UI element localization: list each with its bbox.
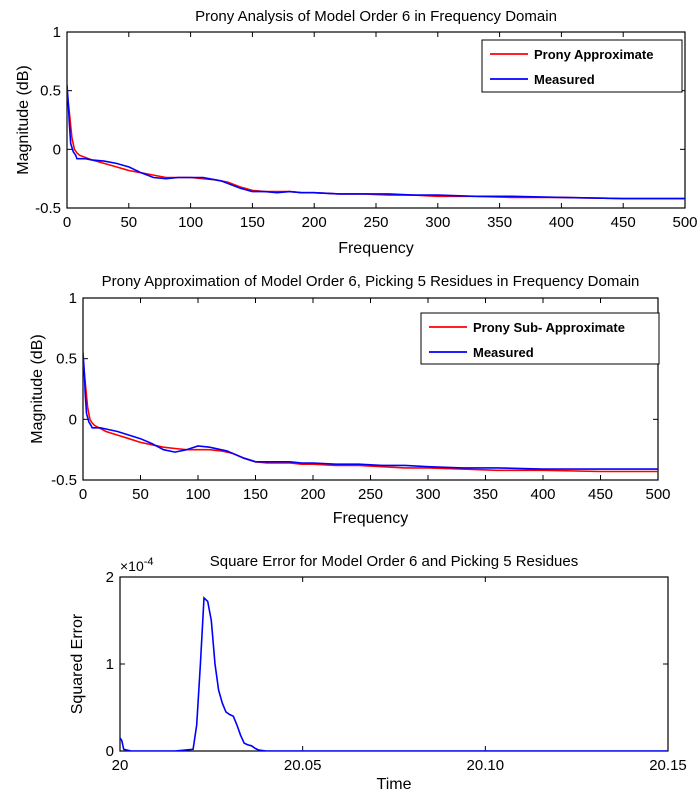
y-tick-label: 0 [53,141,61,158]
x-tick-label: 500 [645,486,670,503]
x-tick-label: 400 [549,214,574,231]
x-axis-label: Frequency [333,510,409,527]
x-tick-label: 150 [240,214,265,231]
x-tick-label: 20.05 [284,757,322,774]
legend-entry: Prony Approximate [534,47,653,62]
y-tick-label: -0.5 [51,472,77,489]
x-axis-label: Frequency [338,240,414,257]
chart-title: Prony Analysis of Model Order 6 in Frequ… [195,8,557,25]
x-axis-label: Time [377,776,412,793]
legend-entry: Prony Sub- Approximate [473,320,625,335]
y-tick-label: 1 [69,290,77,307]
y-axis-label: Magnitude (dB) [15,65,32,174]
x-tick-label: 450 [611,214,636,231]
y-tick-label: -0.5 [35,200,61,217]
x-tick-label: 100 [185,486,210,503]
y-axis-label: Magnitude (dB) [29,334,46,443]
y-tick-label: 0 [69,411,77,428]
legend-entry: Measured [473,345,534,360]
series-line-squared-error [120,596,668,751]
y-tick-label: 0 [106,743,114,760]
x-tick-label: 20 [112,757,129,774]
x-tick-label: 200 [302,214,327,231]
x-tick-label: 300 [415,486,440,503]
series-line-measured [67,84,685,200]
y-multiplier-label: ×10-4 [120,556,154,574]
x-tick-label: 150 [243,486,268,503]
x-tick-label: 20.15 [649,757,687,774]
y-tick-label: 1 [53,24,61,41]
x-tick-label: 50 [132,486,149,503]
x-tick-label: 350 [473,486,498,503]
x-tick-label: 50 [120,214,137,231]
chart-title: Square Error for Model Order 6 and Picki… [210,553,579,570]
legend-box [481,39,683,93]
legend: Prony Sub- Approximate Measured [420,312,660,365]
y-tick-label: 0.5 [56,351,77,368]
x-tick-label: 450 [588,486,613,503]
legend: Prony Approximate Measured [481,39,683,93]
chart-panel-3: 20 20.05 20.10 20.15 0 1 2 Square Error for Mod… [69,553,687,793]
x-tick-label: 100 [178,214,203,231]
legend-entry: Measured [534,72,595,87]
x-tick-label: 200 [300,486,325,503]
chart-panel-2: 0 50 100 150 200 250 300 350 400 450 500-0.500.51P… [29,273,671,527]
x-tick-label: 350 [487,214,512,231]
x-tick-label: 20.10 [467,757,505,774]
x-tick-label: 250 [363,214,388,231]
y-tick-label: 0.5 [40,83,61,100]
series-line-measured [83,352,658,470]
y-axis-label: Squared Error [69,613,86,714]
plot-area [119,576,669,752]
chart-panel-1: 0 50 100 150 200 250 300 350 400 450 500-0.500.51P… [15,8,698,257]
y-tick-label: 2 [106,569,114,586]
x-tick-label: 400 [530,486,555,503]
x-tick-label: 0 [79,486,87,503]
legend-box [420,312,660,365]
x-tick-label: 0 [63,214,71,231]
x-tick-label: 300 [425,214,450,231]
y-multiplier-exponent: -4 [144,556,154,568]
x-tick-label: 500 [672,214,697,231]
x-tick-label: 250 [358,486,383,503]
chart-title: Prony Approximation of Model Order 6, Pi… [102,273,640,290]
y-tick-label: 1 [106,656,114,673]
